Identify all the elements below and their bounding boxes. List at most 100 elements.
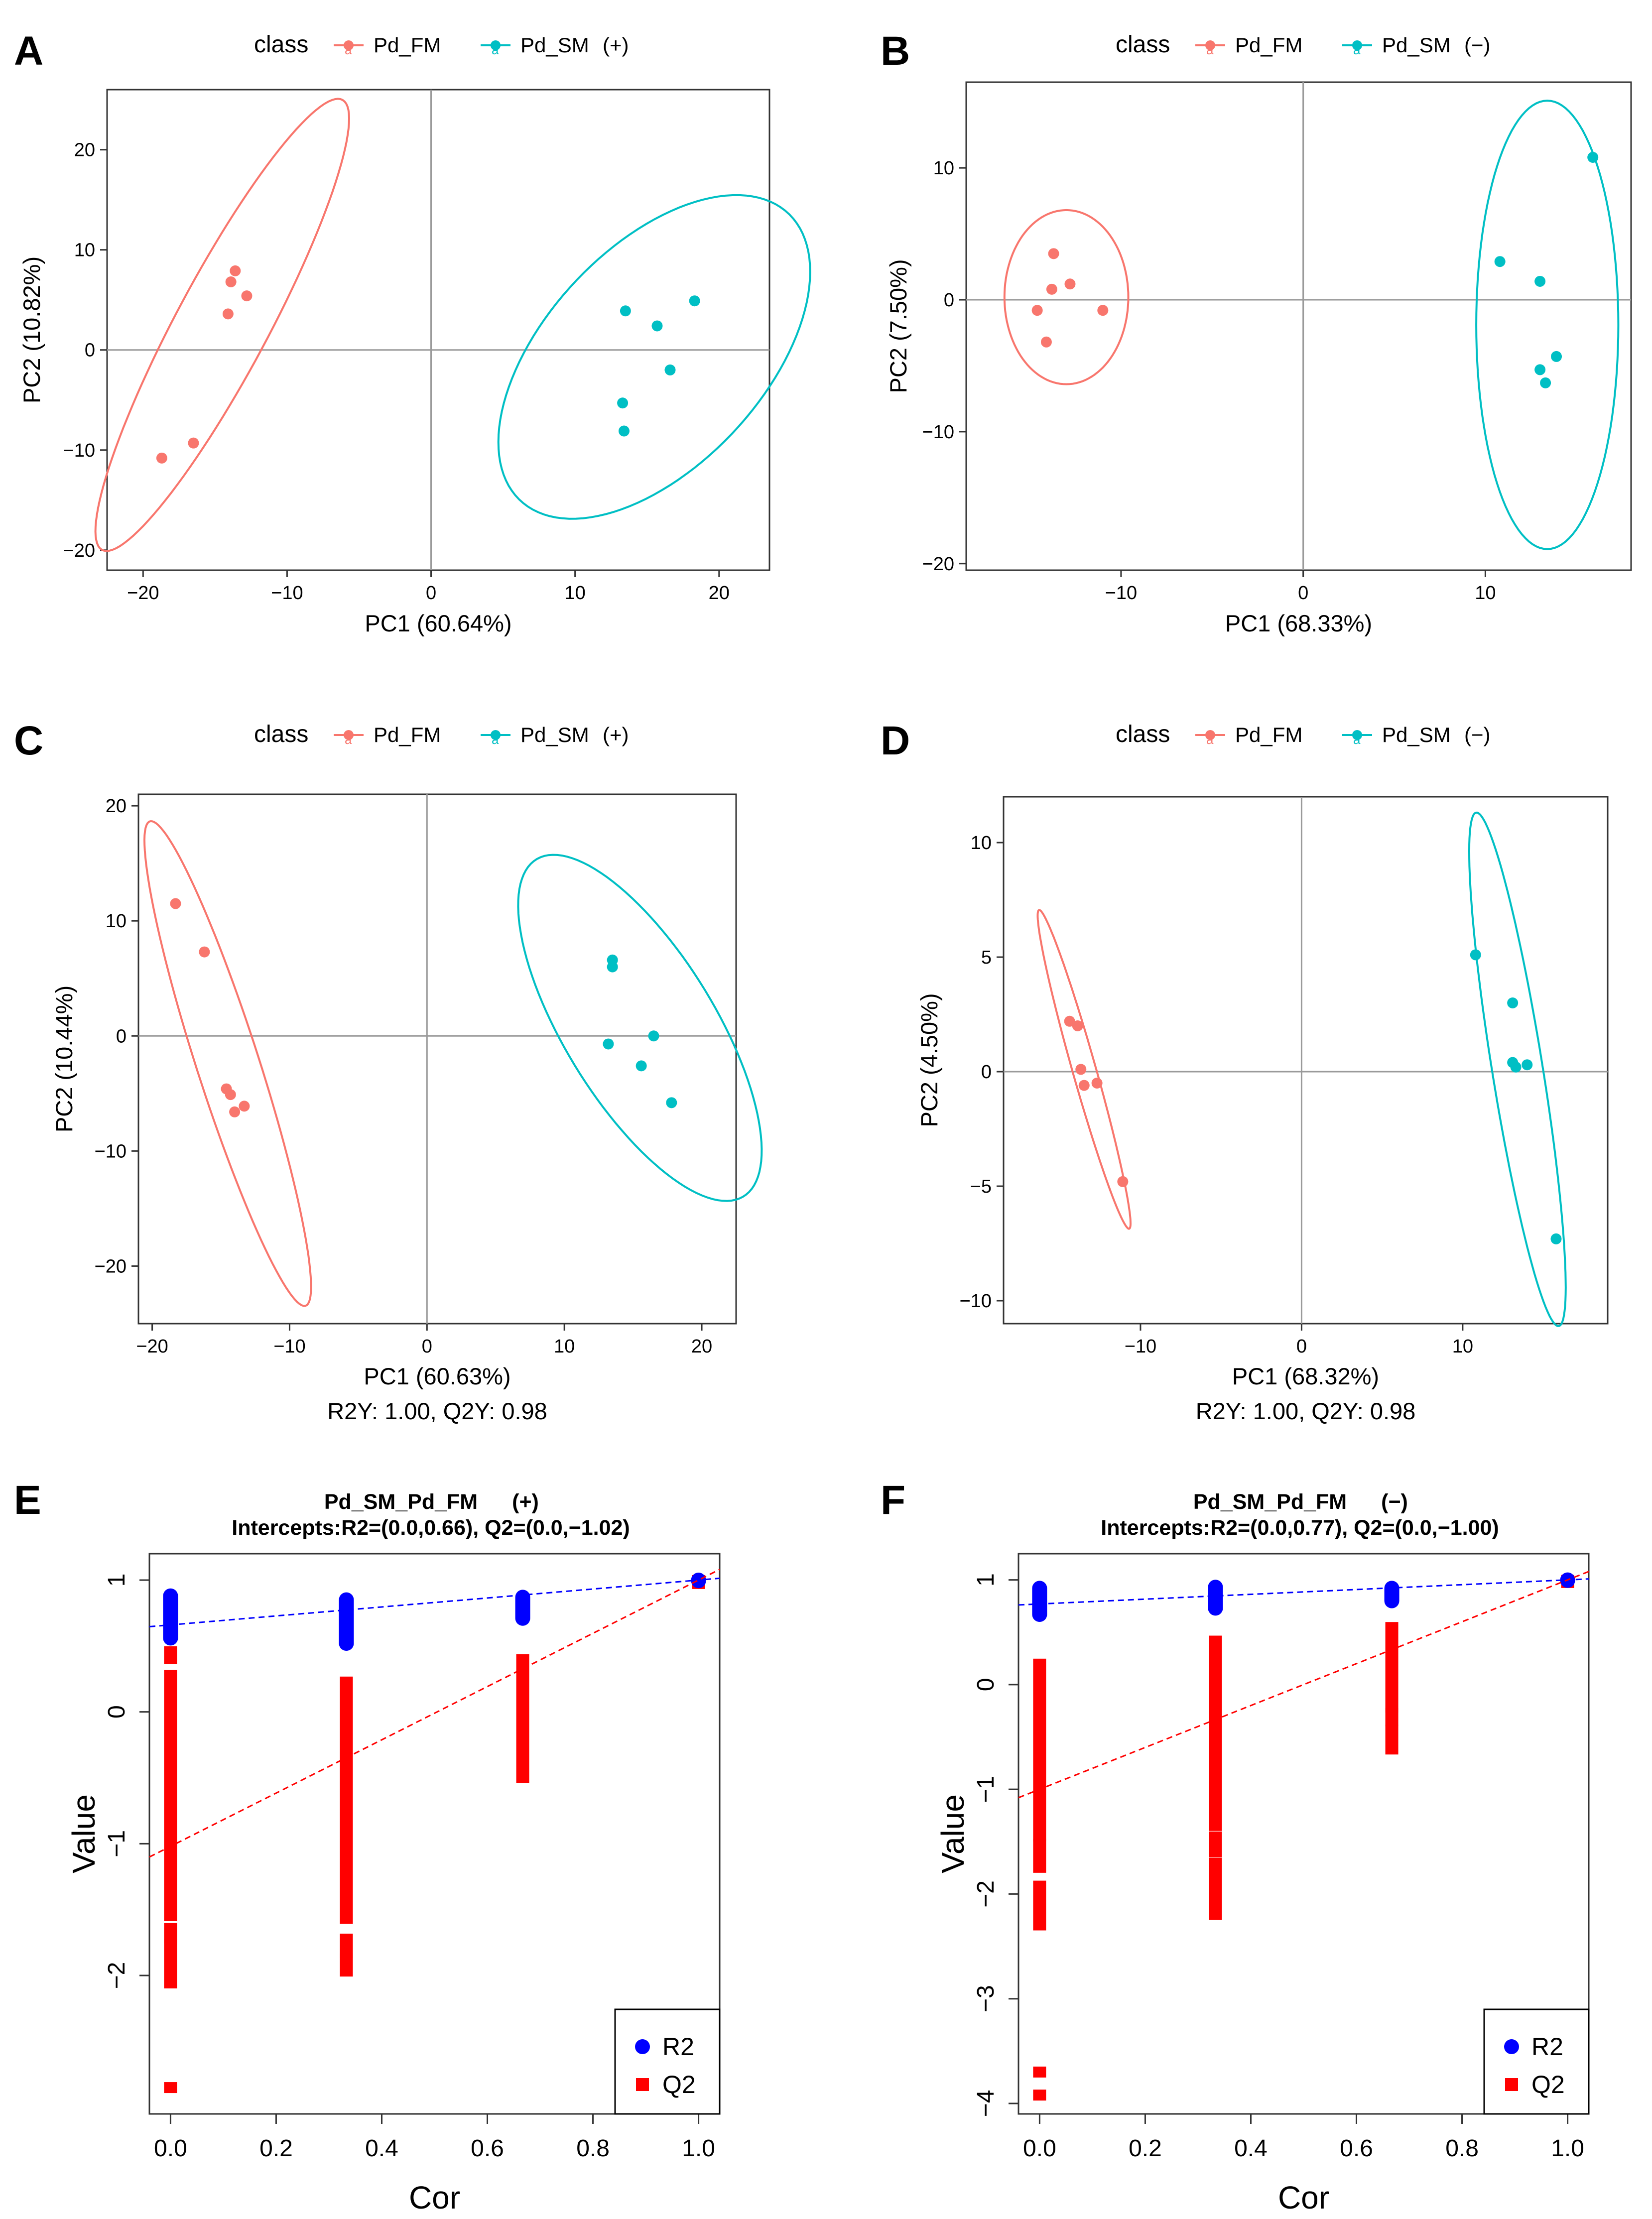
x-tick-label: 0	[1298, 583, 1308, 604]
sample-point-pd_fm	[1097, 305, 1109, 316]
model-stats-note: R2Y: 1.00, Q2Y: 0.98	[1196, 1398, 1416, 1424]
y-tick-label: 10	[106, 911, 127, 932]
x-axis-label: PC1 (68.32%)	[1232, 1363, 1379, 1389]
legend-entry-q2: Q2	[1531, 2071, 1565, 2098]
panel-label: E	[14, 1478, 41, 1523]
q2-points-stack	[1033, 1839, 1046, 1873]
q2-points-stack	[340, 1676, 353, 1924]
panel-label: D	[881, 718, 910, 763]
confidence-ellipse-pd_fm	[1036, 909, 1132, 1230]
r2-points-stack	[339, 1592, 354, 1651]
sample-point-pd_sm	[664, 364, 676, 375]
y-tick-label: 0	[85, 340, 95, 361]
x-tick-label: −10	[273, 1336, 305, 1357]
x-tick-label: 0.2	[259, 2135, 293, 2162]
sample-point-pd_fm	[199, 946, 210, 958]
y-tick-label: 0	[104, 1705, 130, 1719]
y-tick-label: 0	[981, 1062, 992, 1083]
y-axis-label: PC2 (4.50%)	[916, 993, 942, 1127]
q2-regression-line	[149, 1569, 720, 1858]
x-tick-label: 20	[691, 1336, 712, 1357]
x-tick-label: 0.0	[154, 2135, 187, 2162]
confidence-ellipse-pd_sm	[1475, 100, 1620, 550]
x-tick-label: 0	[422, 1336, 432, 1357]
legend-title: class	[1116, 31, 1170, 58]
legend-entry-q2: Q2	[662, 2071, 696, 2098]
sample-point-pd_fm	[1075, 1064, 1087, 1075]
x-tick-label: −10	[271, 583, 303, 604]
plot-frame	[1003, 796, 1609, 1325]
y-tick-label: −1	[973, 1776, 999, 1803]
q2-points-stack	[1209, 1635, 1222, 1831]
legend-entry-r2: R2	[1531, 2033, 1563, 2061]
chart-title: Pd_SM_Pd_FM	[324, 1490, 478, 1514]
legend-entry-pd_fm: Pd_FM	[374, 723, 441, 746]
sample-point-pd_fm	[225, 1089, 236, 1101]
x-axis-label: PC1 (68.33%)	[1225, 610, 1372, 636]
legend-entry-pd_fm: Pd_FM	[1235, 723, 1302, 746]
r2-points-stack	[1208, 1580, 1223, 1616]
legend-key-point	[491, 730, 501, 740]
y-tick-label: 10	[933, 158, 954, 179]
legend-key-glyph: a	[492, 42, 499, 57]
legend-key-point	[344, 730, 354, 740]
plot-frame	[106, 89, 770, 571]
x-tick-label: −10	[1105, 583, 1137, 604]
q2-points-stack	[164, 1646, 177, 1664]
legend: class a Pd_FM a Pd_SM (+)	[254, 721, 629, 747]
x-tick-label: −10	[1125, 1336, 1156, 1357]
x-tick-label: 0.0	[1023, 2135, 1056, 2162]
y-tick-label: −20	[95, 1256, 127, 1277]
confidence-ellipse-pd_fm	[143, 820, 312, 1307]
y-tick-label: −5	[970, 1176, 992, 1197]
x-tick-label: 0.6	[1340, 2135, 1373, 2162]
r2-points-stack	[163, 1588, 178, 1646]
legend: class a Pd_FM a Pd_SM (+)	[254, 31, 629, 58]
sample-point-pd_sm	[1470, 949, 1481, 961]
sample-point-pd_sm	[1534, 364, 1546, 375]
y-tick-label: −3	[973, 1985, 999, 2012]
legend-key-point	[491, 40, 501, 50]
sample-point-pd_fm	[1040, 336, 1052, 348]
x-axis-label: Cor	[409, 2180, 460, 2216]
x-tick-label: 1.0	[682, 2135, 715, 2162]
x-tick-label: −20	[136, 1336, 168, 1357]
sample-point-pd_sm	[1540, 377, 1551, 388]
y-tick-label: 1	[973, 1573, 999, 1587]
x-tick-label: 0.8	[1445, 2135, 1479, 2162]
x-tick-label: 0.8	[576, 2135, 610, 2162]
chart-subtitle: Intercepts:R2=(0.0,0.77), Q2=(0.0,−1.00)	[1101, 1516, 1499, 1540]
sample-point-pd_fm	[188, 437, 199, 449]
y-tick-label: −10	[960, 1291, 992, 1312]
legend-key-glyph: a	[1353, 42, 1361, 57]
legend: class a Pd_FM a Pd_SM (−)	[1116, 31, 1491, 58]
plot-frame	[1017, 1553, 1590, 2115]
y-tick-label: −10	[922, 422, 954, 443]
sample-point-pd_fm	[156, 452, 167, 464]
sample-point-pd_sm	[603, 1038, 614, 1050]
confidence-ellipse-pd_fm	[1003, 209, 1130, 385]
legend-key-glyph: a	[1206, 42, 1214, 57]
y-tick-label: 1	[104, 1574, 130, 1587]
legend-title: class	[1116, 721, 1170, 747]
legend-key-r2	[1504, 2039, 1519, 2054]
ion-mode-tag: (−)	[1381, 1490, 1408, 1514]
plot-frame	[137, 793, 737, 1325]
y-tick-label: −10	[95, 1141, 127, 1162]
y-tick-label: −2	[104, 1962, 130, 1989]
r2-regression-line	[149, 1577, 720, 1628]
r2-points-stack	[515, 1590, 530, 1626]
ion-mode-tag: (+)	[603, 723, 629, 746]
legend-entry-pd_fm: Pd_FM	[374, 33, 441, 57]
sample-point-pd_sm	[617, 397, 629, 409]
legend-entry-pd_sm: Pd_SM	[520, 723, 589, 746]
q2-points-stack	[164, 1939, 177, 1988]
q2-points-stack	[516, 1654, 529, 1783]
sample-point-pd_sm	[607, 961, 618, 973]
q2-points-stack	[1385, 1622, 1398, 1713]
ion-mode-tag: (+)	[512, 1490, 539, 1514]
legend-key-glyph: a	[345, 42, 352, 57]
sample-point-pd_fm	[241, 290, 253, 302]
